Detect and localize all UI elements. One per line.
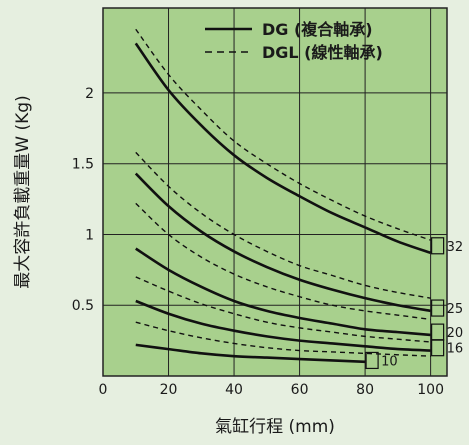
x-tick-label: 100: [417, 382, 444, 398]
series-line-dashed-20: [135, 202, 431, 321]
x-tick-label: 80: [356, 382, 374, 398]
y-tick-label: 1: [85, 227, 94, 243]
tick-labels: 0 20 40 60 80 100 0.5 1 1.5 2: [72, 86, 444, 398]
x-tick-label: 0: [99, 382, 108, 398]
series-group: [134, 28, 432, 364]
series-line-solid-32: [134, 42, 432, 255]
plot-frame: [102, 7, 448, 377]
legend-label: DG (複合軸承): [262, 20, 373, 39]
y-tick-label: 2: [85, 86, 94, 102]
series-line-solid-20: [135, 247, 431, 337]
series-line-solid-10: [135, 343, 366, 364]
x-tick-label: 60: [291, 382, 309, 398]
x-tick-label: 20: [160, 382, 178, 398]
curve-label-box: [431, 237, 445, 255]
legend-label: DGL (線性軸承): [262, 43, 383, 62]
curve-label-box: [365, 351, 379, 370]
series-line-dashed-32: [135, 28, 431, 241]
x-tick-label: 40: [225, 382, 243, 398]
curve-label-box: [431, 299, 445, 317]
y-axis-label: 最大容許負載重量W (Kg): [13, 95, 33, 288]
curve-label: 10: [381, 354, 398, 369]
curve-label-box: [431, 339, 445, 357]
series-line-solid-25: [134, 172, 431, 313]
curve-label: 16: [447, 342, 464, 357]
legend: DG (複合軸承) DGL (線性軸承): [205, 20, 383, 62]
series-line-dashed-16: [135, 276, 431, 343]
grid: [102, 8, 447, 376]
x-axis-label: 氣缸行程 (mm): [215, 416, 335, 437]
curve-label: 25: [447, 302, 464, 317]
curve-label: 32: [447, 240, 464, 255]
curve-label: 20: [447, 326, 464, 341]
series-line-dashed-25: [135, 151, 431, 299]
series-line-solid-16: [135, 299, 431, 352]
y-tick-label: 1.5: [72, 157, 94, 173]
y-tick-label: 0.5: [72, 298, 94, 314]
